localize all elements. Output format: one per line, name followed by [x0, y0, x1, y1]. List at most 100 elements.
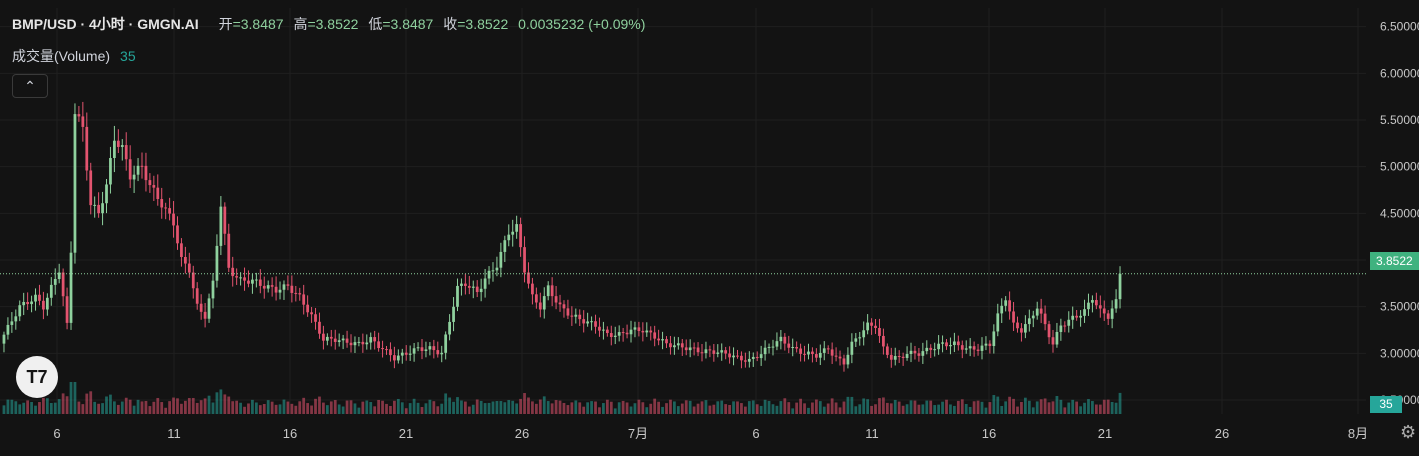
volume-bar — [195, 402, 199, 414]
candle-body — [503, 240, 507, 252]
candle-body — [665, 339, 668, 344]
symbol-legend: BMP/USD · 4小时 · GMGN.AI 开=3.8487 高=3.852… — [12, 14, 645, 34]
volume-bar — [93, 401, 97, 414]
candle-body — [290, 285, 294, 293]
volume-bar — [81, 404, 85, 414]
candle-body — [440, 352, 444, 355]
candle-body — [57, 272, 61, 280]
candle-body — [641, 331, 645, 333]
candle-body — [779, 336, 783, 342]
volume-bar — [1016, 406, 1019, 414]
candle-body — [574, 314, 578, 317]
candle-body — [834, 355, 838, 357]
volume-bar — [751, 400, 755, 414]
volume-bar — [724, 404, 728, 414]
volume-bar — [187, 398, 191, 414]
volume-bar — [53, 402, 57, 414]
volume-bar — [113, 401, 116, 414]
volume-bar — [818, 401, 822, 414]
candle-body — [1027, 318, 1031, 325]
volume-bar — [747, 401, 751, 414]
candle-body — [621, 332, 625, 334]
volume-bar — [602, 403, 605, 414]
candle-body — [669, 343, 672, 348]
candle-body — [464, 283, 467, 286]
volume-bar — [641, 402, 645, 414]
candle-body — [475, 286, 479, 293]
volume-bar — [799, 398, 802, 414]
volume-bar — [203, 398, 207, 414]
volume-bar — [6, 399, 10, 414]
low-value: =3.8487 — [382, 16, 434, 32]
candle-body — [467, 285, 471, 288]
candle-body — [609, 333, 613, 337]
volume-bar — [495, 400, 499, 414]
volume-bar — [980, 401, 984, 414]
candle-body — [120, 145, 124, 147]
candle-body — [515, 224, 519, 232]
volume-bar — [1075, 401, 1079, 414]
candle-body — [262, 285, 266, 289]
volume-bar — [830, 398, 834, 414]
volume-bar — [1067, 402, 1071, 414]
volume-bar — [314, 398, 317, 414]
low-label: 低 — [368, 16, 383, 32]
time-axis[interactable]: 6 11 16 21 26 7月 6 11 16 21 26 8月 — [53, 426, 1368, 441]
candle-body — [1016, 322, 1019, 329]
candle-body — [176, 225, 179, 244]
candle-body — [1035, 308, 1039, 316]
candle-body — [550, 285, 554, 297]
volume-bar — [325, 405, 329, 414]
candle-body — [302, 294, 306, 305]
candle-body — [160, 199, 164, 208]
volume-bar — [396, 398, 400, 414]
volume-bar — [661, 406, 664, 414]
candle-body — [917, 353, 921, 356]
volume-bar — [365, 400, 369, 414]
volume-bar — [235, 400, 239, 414]
volume-bar — [1000, 405, 1004, 414]
volume-bar — [807, 407, 810, 414]
volume-bar — [736, 401, 739, 414]
candle-body — [605, 329, 609, 334]
candle-body — [542, 296, 546, 310]
volume-bar — [306, 403, 310, 414]
candle-body — [941, 342, 944, 344]
candle-body — [385, 349, 388, 351]
volume-bar — [712, 404, 716, 414]
price-axis[interactable]: 2.500003.000003.500004.000004.500005.000… — [1380, 20, 1419, 407]
volume-bar — [1051, 401, 1055, 414]
volume-bar — [412, 398, 416, 414]
volume-bar — [803, 403, 806, 414]
collapse-legend-button[interactable]: ⌃ — [12, 74, 48, 98]
candle-body — [136, 165, 140, 175]
volume-bar — [467, 406, 471, 414]
volume-bar — [116, 404, 120, 414]
candle-body — [199, 303, 203, 312]
candle-body — [1004, 300, 1008, 306]
candle-body — [1114, 299, 1118, 309]
tradingview-logo[interactable]: T7 — [16, 356, 58, 398]
volume-bar — [65, 396, 69, 414]
volume-bar — [578, 402, 582, 414]
volume-bar — [728, 405, 731, 414]
price-candles — [2, 101, 1122, 372]
volume-bar — [633, 403, 637, 414]
volume-bar — [144, 400, 148, 414]
candle-body — [140, 165, 144, 167]
gear-icon[interactable]: ⚙ — [1400, 422, 1417, 442]
candle-body — [893, 356, 897, 360]
candle-body — [156, 187, 160, 200]
x-tick-label: 16 — [283, 426, 297, 441]
volume-bar — [290, 403, 294, 414]
candle-body — [657, 338, 660, 341]
volume-bar — [73, 382, 77, 414]
candle-body — [203, 311, 207, 319]
candle-body — [251, 279, 254, 284]
candle-body — [180, 243, 183, 258]
volume-bar — [901, 405, 905, 414]
candle-body — [81, 116, 85, 127]
candle-body — [184, 257, 187, 264]
volume-bar — [499, 401, 503, 414]
